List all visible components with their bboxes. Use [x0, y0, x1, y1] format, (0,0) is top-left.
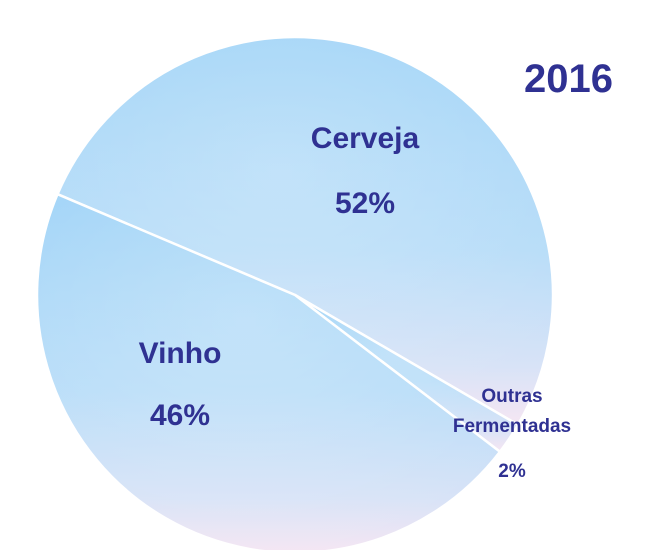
chart-title: 2016 [524, 57, 613, 101]
slice-value-label: 52% [335, 187, 395, 220]
slice-shine [295, 295, 518, 452]
slice-label: Cerveja [311, 122, 420, 155]
slice-shine [37, 194, 500, 550]
slice-label: Outras Fermentadas [452, 386, 572, 437]
slice-label: Vinho [139, 337, 222, 370]
slice-value-label: 2% [498, 461, 526, 482]
pie [35, 35, 555, 550]
slice-shine [57, 36, 554, 425]
slice-label-box: Outras Fermentadas [452, 386, 572, 437]
slice-value-label: 46% [150, 399, 210, 432]
